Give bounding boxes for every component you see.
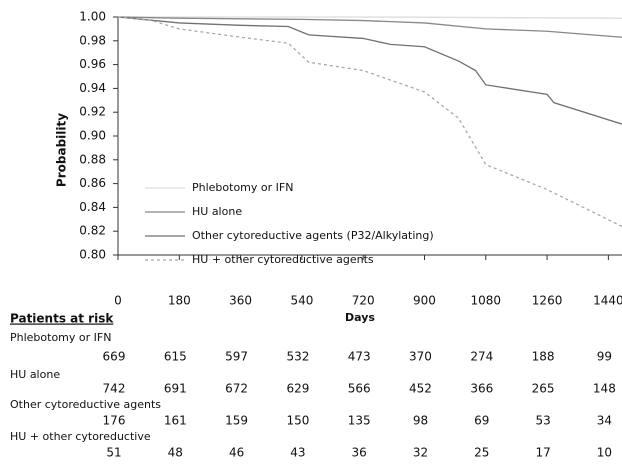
series-line [117,16,622,38]
x-tick-label: 1080 [471,294,502,308]
x-tick-label: 1260 [532,294,563,308]
risk-value: 161 [164,414,187,428]
risk-value: 452 [409,382,432,396]
x-tick-label: 720 [352,294,375,308]
x-tick-label: 540 [290,294,313,308]
risk-value: 176 [103,414,126,428]
risk-value: 672 [225,382,248,396]
risk-value: 36 [352,446,367,460]
y-tick-label: 0.86 [79,176,106,190]
y-axis-label: Probability [55,113,69,187]
legend-label: HU alone [192,205,242,218]
risk-value: 150 [286,414,309,428]
x-tick-label: 360 [229,294,252,308]
series-line [117,16,622,228]
risk-value: 274 [470,350,493,364]
y-tick-label: 0.88 [79,152,106,166]
risk-table-title: Patients at risk [10,312,114,326]
risk-value: 370 [409,350,432,364]
y-tick-label: 0.98 [79,33,106,47]
x-tick-label: 1440 [593,294,622,308]
legend-label: Other cytoreductive agents (P32/Alkylati… [192,229,434,242]
risk-row-name: HU + other cytoreductive [10,430,151,443]
risk-value: 265 [532,382,555,396]
risk-value: 135 [348,414,371,428]
risk-value: 473 [348,350,371,364]
y-tick-label: 0.96 [79,57,106,71]
y-tick-label: 0.82 [79,224,106,238]
risk-value: 532 [286,350,309,364]
y-tick-label: 0.84 [79,200,106,214]
risk-value: 51 [106,446,121,460]
risk-value: 159 [225,414,248,428]
risk-value: 32 [413,446,428,460]
risk-value: 69 [474,414,489,428]
series-line [118,16,622,19]
legend-label: HU + other cytoreductive agents [192,253,374,266]
risk-value: 566 [348,382,371,396]
x-tick-label: 0 [114,294,122,308]
legend-label: Phlebotomy or IFN [192,181,293,194]
risk-value: 17 [535,446,550,460]
risk-value: 148 [593,382,616,396]
risk-value: 98 [413,414,428,428]
risk-value: 742 [103,382,126,396]
risk-value: 188 [532,350,555,364]
risk-value: 629 [286,382,309,396]
x-tick-label: 900 [413,294,436,308]
risk-value: 99 [597,350,612,364]
risk-value: 34 [597,414,612,428]
risk-value: 10 [597,446,612,460]
risk-value: 43 [290,446,305,460]
y-tick-label: 0.80 [79,248,106,262]
x-axis-label: Days [345,311,375,324]
y-tick-label: 0.92 [79,105,106,119]
risk-value: 615 [164,350,187,364]
risk-value: 53 [535,414,550,428]
risk-value: 48 [168,446,183,460]
risk-value: 597 [225,350,248,364]
y-tick-label: 0.90 [79,129,106,143]
risk-value: 669 [103,350,126,364]
y-tick-label: 1.00 [79,10,106,24]
risk-value: 366 [470,382,493,396]
risk-row-name: Phlebotomy or IFN [10,331,111,344]
risk-value: 25 [474,446,489,460]
risk-row-name: Other cytoreductive agents [10,398,161,411]
y-tick-label: 0.94 [79,81,106,95]
x-tick-label: 180 [168,294,191,308]
risk-row-name: HU alone [10,368,60,381]
risk-value: 691 [164,382,187,396]
risk-value: 46 [229,446,244,460]
series-line [117,16,622,125]
